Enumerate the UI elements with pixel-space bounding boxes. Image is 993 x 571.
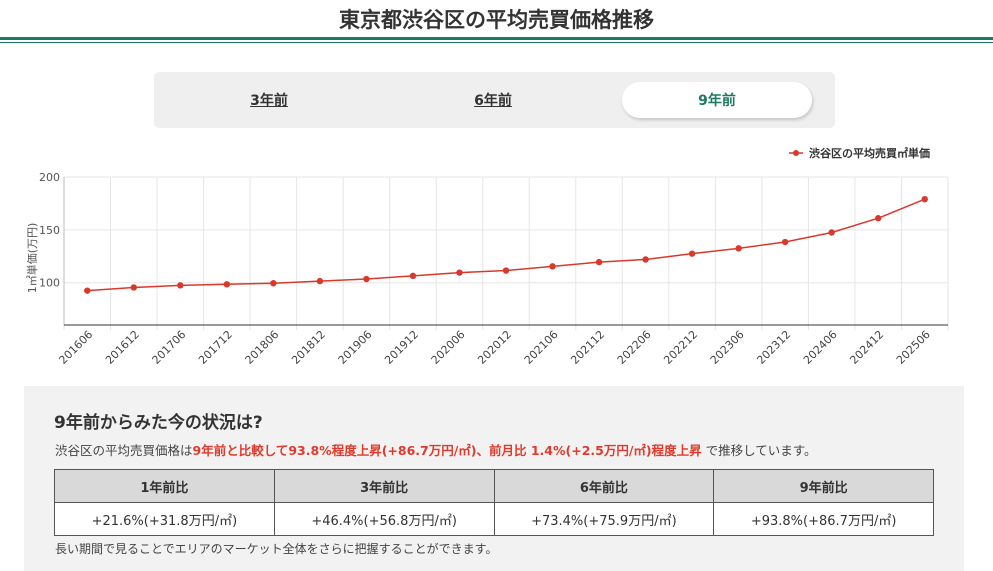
x-tick-label: 201712 [196,328,235,367]
data-point [549,263,556,270]
value-3-year: +46.4%(+56.8万円/㎡) [273,502,495,536]
title-divider-thin [0,42,993,43]
value-1-year: +21.6%(+31.8万円/㎡) [54,502,275,536]
data-point [177,282,184,289]
x-tick-label: 201612 [103,328,142,367]
y-tick-label: 100 [39,277,60,290]
x-tick-label: 201606 [56,328,95,367]
x-tick-label: 202006 [429,328,468,367]
x-tick-label: 202406 [801,328,840,367]
title-divider [0,37,993,40]
x-tick-label: 201706 [150,328,189,367]
data-point [502,267,510,274]
data-point [735,245,742,252]
chart-legend: 渋谷区の平均売買㎡単価 [789,146,930,160]
data-point [688,250,696,257]
value-9-year: +93.8%(+86.7万円/㎡) [713,502,934,536]
data-point [595,258,603,266]
header-1-year: 1年前比 [54,469,275,503]
summary-note: 長い期間で見ることでエリアのマーケット全体をさらに把握することができます。 [55,542,498,556]
x-tick-label: 202212 [661,328,700,367]
y-tick-label: 200 [39,171,60,184]
header-6-year: 6年前比 [493,469,715,503]
x-tick-label: 202312 [754,328,793,367]
comparison-table: 1年前比 3年前比 6年前比 9年前比 +21.6%(+31.8万円/㎡) +4… [54,469,934,536]
summary-text-suffix: で推移しています。 [701,443,817,458]
x-tick-label: 201806 [243,328,282,367]
x-tick-label: 202106 [522,328,561,367]
x-tick-label: 202506 [894,328,933,367]
value-6-year: +73.4%(+75.9万円/㎡) [493,502,715,536]
series-line [87,198,926,292]
chart-series [84,196,928,294]
summary-text-highlight: 9年前と比較して93.8%程度上昇(+86.7万円/㎡)、前月比 1.4%(+2… [192,443,702,458]
summary-text-prefix: 渋谷区の平均売買価格は [55,443,193,458]
data-point [828,229,835,236]
data-point [363,275,370,283]
table-header-row: 1年前比 3年前比 6年前比 9年前比 [54,469,934,503]
data-point [921,196,928,203]
header-3-year: 3年前比 [273,469,495,503]
summary-heading: 9年前からみた今の状況は? [54,413,263,433]
period-tab-bar: 3年前 6年前 9年前 [154,72,835,128]
legend-label: 渋谷区の平均売買㎡単価 [809,146,930,160]
page-title: 東京都渋谷区の平均売買価格推移 [339,8,654,32]
x-tick-label: 202306 [708,328,747,367]
data-point [84,287,91,294]
x-tick-label: 202112 [568,328,607,367]
x-tick-label: 201812 [289,328,328,367]
x-tick-label: 201906 [336,328,375,367]
data-point [316,277,324,285]
tab-9-years[interactable]: 9年前 [622,82,812,118]
data-point [456,269,463,276]
tab-3-years[interactable]: 3年前 [250,93,288,109]
y-tick-label: 150 [39,224,60,237]
table-row: +21.6%(+31.8万円/㎡) +46.4%(+56.8万円/㎡) +73.… [54,502,934,536]
tab-6-years[interactable]: 6年前 [474,93,512,109]
x-tick-label: 201912 [382,328,421,367]
data-point [781,238,789,246]
header-9-year: 9年前比 [713,469,934,503]
x-tick-label: 202012 [475,328,514,367]
data-point [223,281,231,288]
summary-text: 渋谷区の平均売買価格は9年前と比較して93.8%程度上昇(+86.7万円/㎡)、… [55,440,817,459]
x-tick-label: 202412 [847,328,886,367]
chart-grid [63,176,949,330]
data-point [642,256,649,263]
data-point [409,272,417,280]
data-point [130,284,137,291]
legend-point-marker [793,150,799,156]
data-point [270,280,277,287]
y-axis-title: 1㎡単価(万円) [25,223,39,294]
status-summary-panel: 9年前からみた今の状況は? 渋谷区の平均売買価格は9年前と比較して93.8%程度… [24,386,964,571]
x-tick-label: 202206 [615,328,654,367]
data-point [875,215,882,222]
